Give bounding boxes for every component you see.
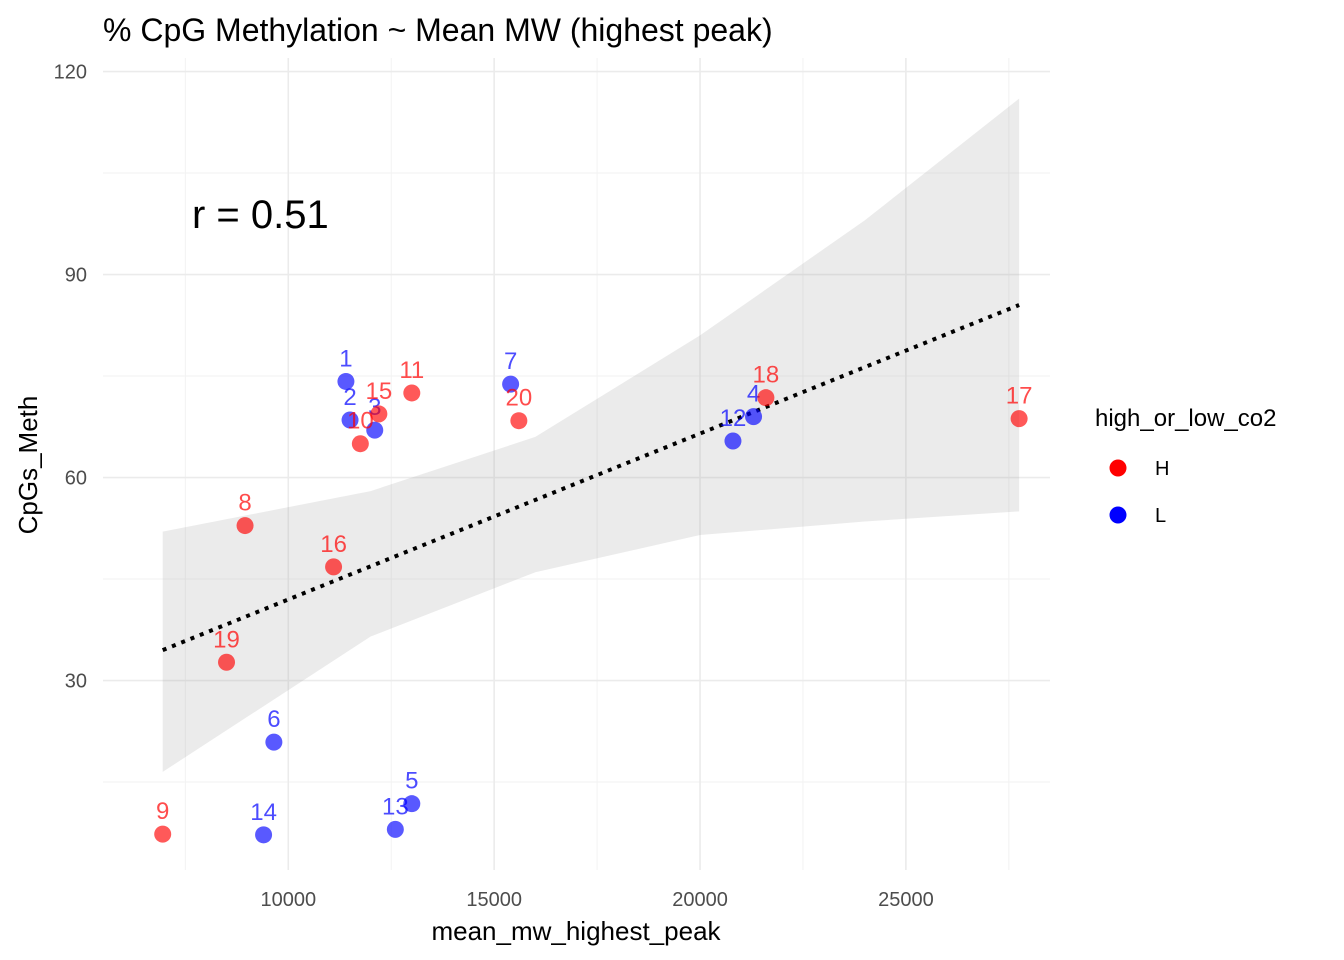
data-point: [1010, 410, 1028, 428]
y-tick-label: 120: [54, 62, 87, 84]
x-axis-title: mean_mw_highest_peak: [431, 916, 721, 946]
data-point: [403, 384, 421, 402]
point-label: 6: [267, 706, 280, 733]
x-tick-label: 20000: [672, 889, 728, 911]
point-label: 17: [1006, 383, 1033, 410]
point-label: 18: [753, 362, 780, 389]
data-point: [265, 733, 283, 751]
fit-line: [161, 303, 1020, 652]
point-label: 9: [156, 798, 169, 825]
data-point: [341, 411, 359, 429]
y-tick-label: 90: [65, 265, 87, 287]
data-point: [510, 412, 528, 430]
data-point: [757, 389, 775, 407]
data-point: [255, 826, 273, 844]
data-point: [370, 405, 388, 423]
point-label: 11: [399, 357, 424, 384]
legend-key: [1109, 459, 1127, 477]
legend-key: [1109, 506, 1127, 524]
data-point: [154, 825, 172, 843]
point-label: 4: [747, 381, 760, 408]
data-point: [366, 421, 384, 439]
x-tick-label: 10000: [260, 889, 316, 911]
point-label: 14: [250, 799, 277, 826]
legend: high_or_low_co2 H L: [1095, 405, 1276, 527]
x-tick-label: 15000: [466, 889, 522, 911]
confidence-band: [162, 98, 1020, 772]
data-point: [745, 408, 763, 426]
point-label: 13: [382, 793, 409, 820]
point-label: 20: [506, 385, 533, 412]
y-tick-label: 30: [65, 671, 87, 693]
data-point: [337, 372, 355, 390]
point-label: 7: [504, 348, 517, 375]
point-label: 10: [347, 408, 374, 435]
point-label: 12: [720, 405, 747, 432]
data-point: [386, 820, 404, 838]
chart-title: % CpG Methylation ~ Mean MW (highest pea…: [103, 12, 773, 48]
legend-title: high_or_low_co2: [1095, 405, 1276, 432]
point-label: 8: [238, 490, 251, 517]
y-tick-label: 60: [65, 468, 87, 490]
data-point: [351, 435, 369, 453]
data-point: [724, 432, 742, 450]
point-label: 15: [366, 378, 393, 405]
legend-label: H: [1155, 458, 1169, 480]
y-axis-title: CpGs_Meth: [13, 396, 43, 535]
point-label: 19: [213, 626, 240, 653]
grid-lines: [103, 58, 1050, 870]
point-label: 2: [343, 384, 356, 411]
data-point: [502, 375, 520, 393]
data-point: [236, 517, 254, 535]
data-point: [218, 653, 236, 671]
point-label: 16: [320, 531, 347, 558]
correlation-annotation: r = 0.51: [192, 193, 329, 237]
data-points: 1234567891011121314151617181920: [154, 345, 1033, 844]
confidence-band-area: [162, 98, 1020, 772]
data-point: [325, 558, 343, 576]
legend-label: L: [1155, 505, 1166, 527]
regression-line: [161, 303, 1020, 652]
point-label: 5: [405, 768, 418, 795]
data-point: [403, 795, 421, 813]
point-label: 1: [339, 345, 352, 372]
x-tick-label: 25000: [878, 889, 934, 911]
